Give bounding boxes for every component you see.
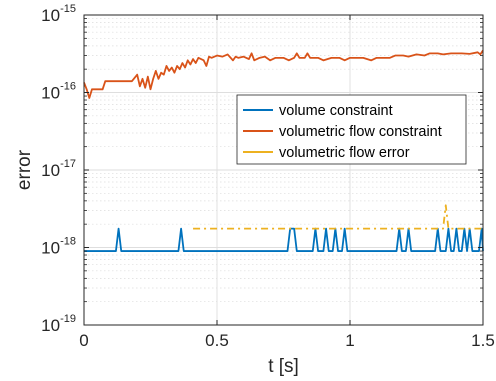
x-tick-label: 1 [345,331,354,350]
x-tick-label: 0.5 [205,331,229,350]
y-tick-label: 10-18 [41,236,76,258]
series-lines [83,49,484,252]
y-axis-label: error [14,149,35,190]
x-tick-label: 1.5 [471,331,495,350]
legend: volume constraint volumetric flow constra… [236,94,467,165]
y-tick-label: 10-15 [41,3,76,25]
legend-entries: volume constraint volumetric flow constra… [243,103,442,161]
y-tick-label: 10-17 [41,158,76,180]
y-tick-label: 10-19 [41,313,76,335]
series-line-3 [193,204,483,230]
ticks [83,14,484,326]
legend-label-3: volumetric flow error [279,145,410,161]
x-axis-label: t [s] [268,356,299,377]
y-tick-label: 10-16 [41,81,76,103]
legend-label-1: volume constraint [279,103,393,119]
x-tick-label: 0 [79,331,88,350]
series-line-1 [84,227,484,252]
series-line-2 [83,49,484,99]
tick-labels: 10-19 10-18 10-17 10-16 10-15 0 0.5 1 1.5 [41,3,495,350]
legend-label-2: volumetric flow constraint [279,124,442,140]
legend-box [236,94,467,165]
